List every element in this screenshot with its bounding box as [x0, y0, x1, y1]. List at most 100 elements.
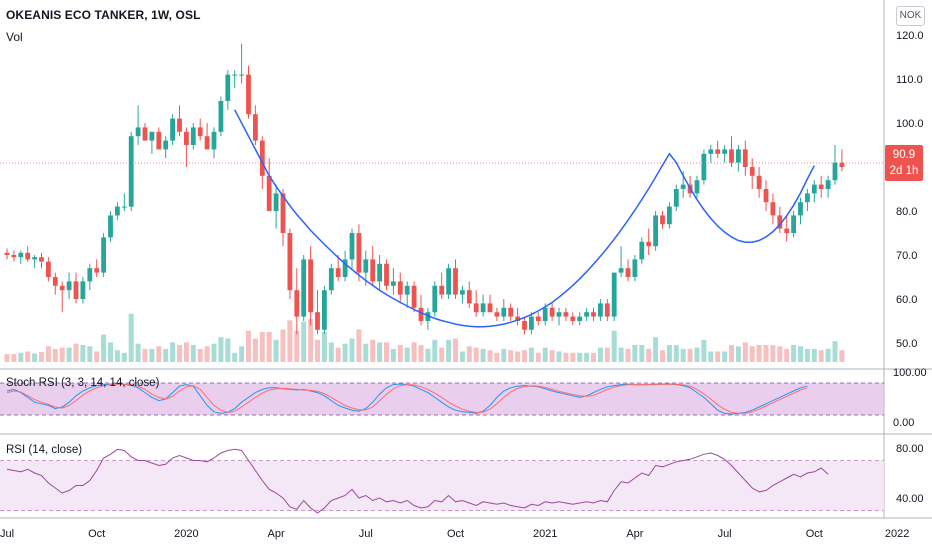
volume-bar: [342, 343, 348, 362]
candle-body: [791, 215, 796, 233]
candlesticks[interactable]: [4, 43, 845, 335]
candle-body: [239, 74, 244, 76]
volume-bar: [149, 348, 155, 362]
volume-bar: [791, 345, 797, 362]
time-tick-label: Apr: [268, 528, 285, 540]
volume-bar: [425, 348, 431, 362]
candle-body: [522, 321, 527, 330]
volume-bar: [646, 348, 652, 362]
volume-bar: [432, 339, 438, 362]
time-tick-label: 2022: [885, 528, 909, 540]
rsi-tick-label: 40.00: [896, 493, 924, 505]
candle-body: [342, 259, 348, 277]
candle-body: [604, 303, 610, 317]
candle-body: [287, 233, 293, 291]
symbol-title[interactable]: OKEANIS ECO TANKER, 1W, OSL: [6, 8, 201, 22]
volume-bar: [673, 345, 679, 362]
volume-bar: [653, 337, 659, 362]
candle-body: [273, 193, 279, 211]
candle-body: [108, 215, 113, 238]
rsi-line: [6, 448, 829, 514]
candle-body: [439, 285, 445, 295]
currency-badge[interactable]: NOK: [896, 6, 925, 26]
volume-bar: [121, 352, 127, 362]
candle-body: [4, 252, 10, 255]
candle-body: [584, 312, 589, 317]
rsi-pane[interactable]: [0, 448, 884, 514]
cup-and-handle-curve[interactable]: [234, 109, 815, 328]
volume-bar: [204, 346, 210, 362]
volume-bar: [232, 352, 238, 362]
volume-bar: [466, 346, 472, 362]
volume-bar: [680, 348, 686, 362]
candle-body: [391, 281, 396, 286]
volume-bar: [183, 342, 189, 362]
candle-body: [259, 140, 265, 176]
stoch-rsi-pane[interactable]: [0, 382, 884, 416]
volume-bar: [108, 342, 113, 362]
volume-bar: [549, 350, 555, 362]
stoch-rsi-title[interactable]: Stoch RSI (3, 3, 14, 14, close): [6, 377, 160, 389]
candle-body: [818, 184, 824, 189]
volume-bar: [542, 347, 548, 362]
volume-bar: [453, 338, 458, 362]
volume-bar: [404, 347, 410, 362]
candle-body: [149, 131, 155, 141]
candle-body: [59, 285, 65, 291]
candle-body: [52, 277, 58, 286]
time-tick-label: Jul: [0, 528, 14, 540]
volume-bar: [701, 339, 707, 362]
volume-bar: [439, 347, 445, 362]
candle-body: [839, 162, 845, 167]
candle-body: [211, 131, 217, 150]
candle-body: [322, 290, 327, 330]
volume-bar: [729, 345, 734, 362]
volume-bar: [32, 353, 38, 362]
volume-bar: [177, 345, 182, 362]
volume-legend[interactable]: Vol: [6, 30, 23, 44]
volume-bar: [335, 347, 341, 362]
candle-body: [798, 202, 803, 216]
candle-body: [729, 149, 734, 163]
candle-body: [701, 153, 707, 181]
candle-body: [232, 74, 238, 76]
volume-bar: [604, 347, 610, 362]
volume-bar: [770, 345, 776, 362]
volume-bar: [687, 348, 693, 362]
candle-body: [135, 127, 141, 137]
time-tick-label: Jul: [359, 528, 373, 540]
candle-body: [418, 307, 424, 321]
candle-body: [632, 259, 638, 277]
candle-body: [591, 312, 596, 317]
candle-body: [39, 257, 44, 262]
volume-bar: [280, 329, 286, 362]
candle-body: [515, 316, 520, 321]
volume-bar: [190, 345, 196, 362]
volume-bar: [66, 347, 72, 362]
volume-bar: [501, 348, 507, 362]
volume-bar: [722, 351, 728, 362]
candle-body: [66, 281, 72, 291]
price-tick-label: 50.0: [896, 338, 917, 350]
candle-body: [667, 206, 672, 225]
candle-body: [121, 206, 127, 208]
candle-body: [101, 237, 106, 273]
candle-body: [611, 272, 617, 317]
volume-bars: [4, 313, 845, 362]
volume-bar: [308, 319, 314, 362]
volume-bar: [798, 346, 803, 362]
rsi-title[interactable]: RSI (14, close): [6, 444, 83, 456]
candle-body: [618, 268, 624, 273]
volume-bar: [370, 339, 376, 362]
candle-body: [535, 316, 541, 321]
candle-body: [473, 303, 479, 313]
volume-bar: [170, 342, 176, 362]
volume-bar: [584, 352, 590, 362]
candle-body: [301, 259, 307, 317]
volume-bar: [80, 345, 86, 362]
volume-bar: [459, 351, 465, 362]
volume-bar: [135, 343, 141, 362]
volume-bar: [508, 350, 514, 362]
volume-bar: [556, 351, 562, 362]
